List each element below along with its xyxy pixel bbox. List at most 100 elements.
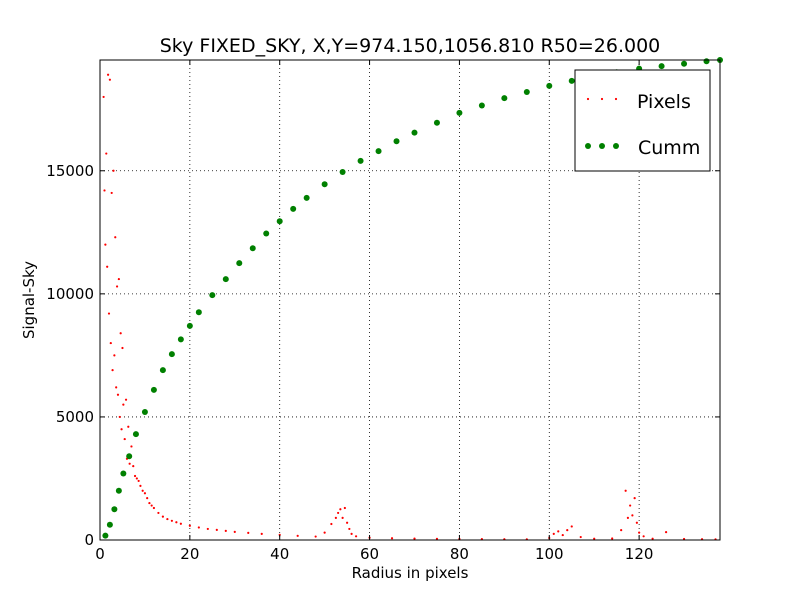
cumm-point (159, 367, 166, 374)
axis-ticks: 0 20 40 60 80 100 120 0 5000 10000 15000 (46, 60, 720, 563)
pixels-point (133, 474, 137, 478)
cumm-point (456, 109, 463, 116)
pixels-point (296, 534, 299, 537)
pixels-point (339, 508, 342, 511)
cumm-point (195, 309, 202, 316)
pixels-point (179, 522, 182, 525)
legend-cumm-dot (599, 143, 605, 149)
pixels-point (113, 354, 116, 357)
cumm-point (321, 181, 328, 188)
pixels-point (633, 497, 636, 500)
pixels-point (130, 445, 133, 448)
pixels-point (278, 533, 281, 536)
pixels-point (629, 504, 632, 507)
pixels-point (390, 537, 394, 540)
pixels-point (435, 537, 439, 540)
pixels-point (552, 532, 555, 535)
pixels-point (579, 535, 582, 539)
pixels-point (175, 521, 178, 524)
pixels-point (115, 285, 119, 288)
chart-title: Sky FIXED_SKY, X,Y=974.150,1056.810 R50=… (160, 35, 661, 57)
y-axis-label: Signal-Sky (20, 261, 38, 339)
cumm-point (568, 77, 575, 84)
cumm-point (111, 506, 118, 513)
x-tick-label: 40 (270, 545, 289, 563)
pixels-point (124, 398, 128, 401)
pixels-point (119, 332, 122, 335)
pixels-point (224, 529, 227, 532)
cumm-point (658, 63, 665, 70)
legend-cumm-dot (613, 143, 619, 149)
pixels-point (651, 537, 654, 540)
pixels-point (631, 514, 634, 517)
pixels-point (611, 537, 614, 540)
legend-pixels-dot (614, 97, 618, 101)
cumm-point (102, 532, 109, 539)
pixels-point (561, 533, 564, 537)
pixels-point (350, 532, 353, 535)
pixels-point (642, 535, 645, 538)
cumm-point (141, 409, 148, 415)
cumm-point (106, 521, 113, 528)
pixels-point (106, 265, 109, 268)
y-tick-label: 0 (84, 531, 94, 549)
pixels-point (117, 277, 120, 281)
x-tick-label: 20 (180, 545, 199, 563)
cumm-point (115, 487, 122, 494)
cumm-point (222, 276, 229, 283)
pixels-point (413, 537, 416, 540)
pixels-point (260, 532, 263, 535)
pixels-point (170, 519, 173, 522)
legend-pixels-marker (586, 97, 618, 101)
cumm-point (209, 292, 216, 299)
pixels-point (624, 489, 627, 492)
cumm-series (102, 57, 723, 539)
cumm-point (393, 138, 400, 145)
pixels-point (135, 477, 138, 480)
x-tick-label: 100 (535, 545, 564, 563)
cumm-point (177, 336, 184, 343)
pixels-point (343, 506, 346, 510)
cumm-point (375, 148, 382, 155)
pixels-point (348, 527, 351, 531)
legend-pixels-dot (586, 97, 590, 101)
pixels-point (123, 437, 126, 441)
cumm-point (120, 470, 127, 477)
pixels-point (146, 497, 149, 500)
legend-label-cumm: Cumm (638, 137, 700, 159)
pixels-point (152, 506, 156, 510)
pixels-point (139, 484, 142, 487)
pixels-point (137, 479, 140, 483)
pixels-point (108, 78, 111, 81)
pixels-point (116, 393, 120, 396)
cumm-point (546, 82, 553, 89)
pixels-point (215, 528, 218, 532)
legend-label-pixels: Pixels (637, 91, 691, 113)
pixels-point (105, 152, 108, 155)
pixels-point (128, 462, 131, 465)
cumm-point (303, 194, 310, 201)
pixels-point (330, 522, 333, 526)
pixels-point (664, 531, 668, 534)
pixels-point (334, 516, 337, 519)
pixels-point (120, 428, 123, 431)
pixels-point (132, 465, 135, 468)
cumm-point (290, 205, 297, 212)
cumm-point (433, 119, 440, 126)
pixels-point (166, 517, 169, 521)
pixels-point (143, 492, 147, 495)
cumm-point (276, 218, 283, 225)
pixels-point (354, 535, 358, 538)
pixels-point (161, 515, 164, 518)
cumm-point (411, 129, 418, 136)
pixels-point (341, 516, 344, 519)
x-axis-label: Radius in pixels (352, 564, 469, 582)
pixels-point (141, 489, 144, 492)
pixels-point (109, 341, 112, 345)
legend-cumm-marker (585, 143, 619, 149)
pixels-point (188, 524, 191, 527)
cumm-point (186, 322, 193, 329)
cumm-point (478, 102, 485, 109)
pixels-point (557, 530, 560, 533)
legend: Pixels Cumm (574, 69, 711, 172)
